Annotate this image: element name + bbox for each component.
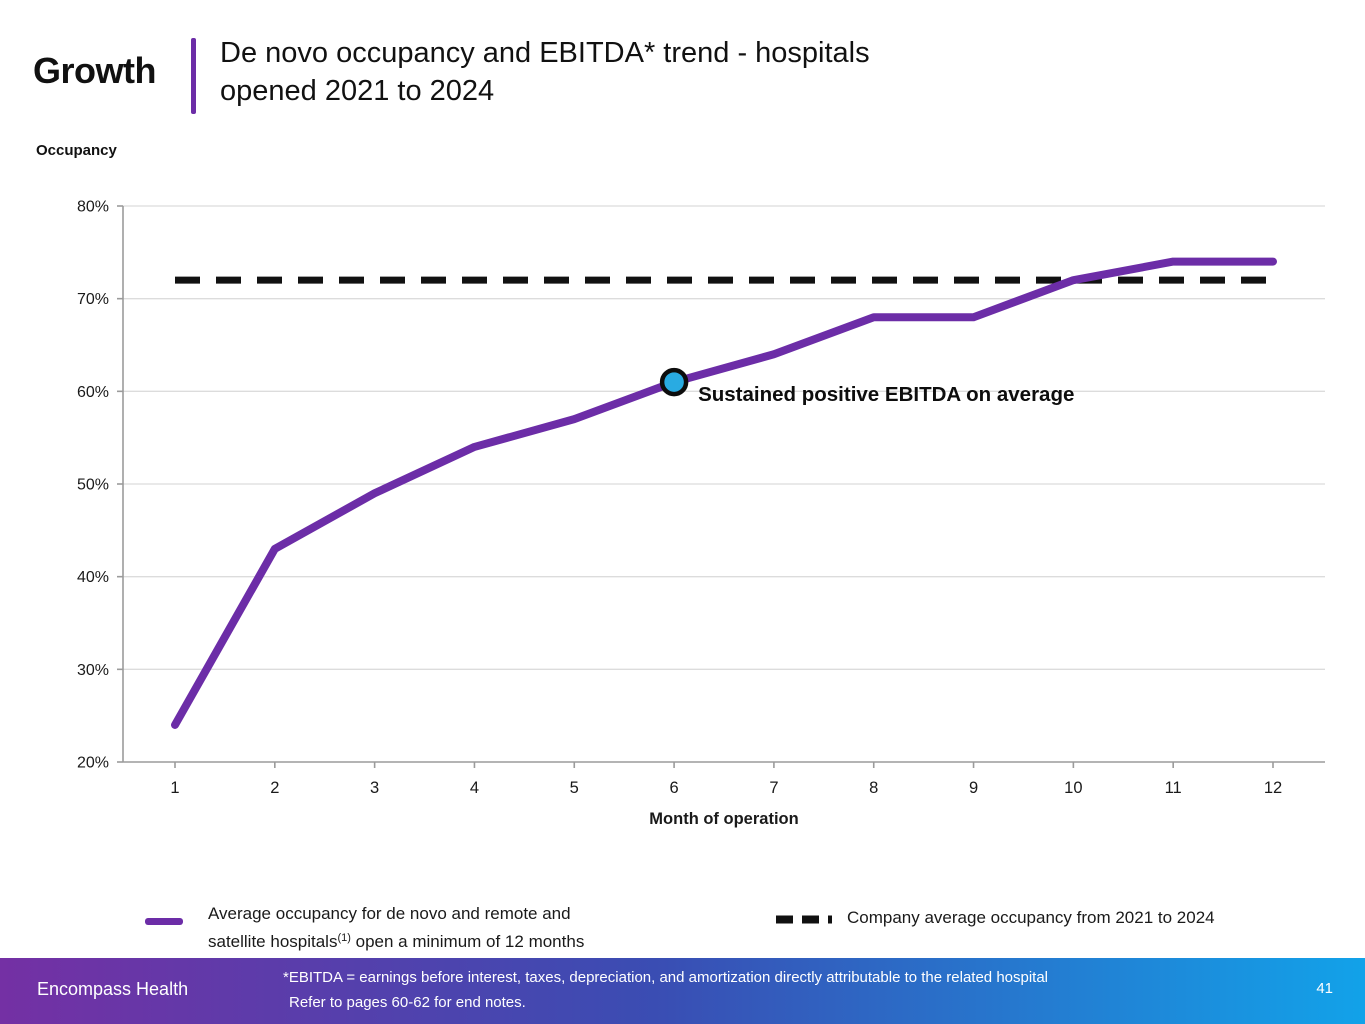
footnote: *EBITDA = earnings before interest, taxe… [283,965,1048,1015]
y-tick-label: 70% [77,291,109,308]
x-tick-label: 5 [570,779,579,797]
y-tick-label: 50% [77,477,109,494]
footnote-line2: Refer to pages 60-62 for end notes. [289,994,526,1011]
x-tick-label: 4 [470,779,479,797]
ebitda-annotation-label: Sustained positive EBITDA on average [698,383,1074,406]
y-tick-label: 20% [77,755,109,772]
footer-bar: Encompass Health *EBITDA = earnings befo… [0,958,1365,1024]
legend-label-line2-post: open a minimum of 12 months [350,932,585,951]
y-tick-label: 30% [77,662,109,679]
ebitda-marker [659,367,689,397]
occupancy-line-chart: 20%30%40%50%60%70%80%1 2 3 4 5 6 7 8 9 10 11 12Mont… [77,199,1325,828]
x-tick-label: 9 [969,779,978,797]
legend-label-de-novo: Average occupancy for de novo and remote… [208,901,584,954]
y-tick-label: 40% [77,569,109,586]
x-tick-label: 7 [769,779,778,797]
legend-item-de-novo: Average occupancy for de novo and remote… [145,901,584,954]
x-tick-label: 6 [669,779,678,797]
x-tick-label: 11 [1165,779,1182,797]
x-tick-label: 3 [370,779,379,797]
footnote-line1: *EBITDA = earnings before interest, taxe… [283,969,1049,986]
slide-title-line2: opened 2021 to 2024 [220,75,495,107]
x-tick-label: 10 [1064,779,1082,797]
company-logo-text: Encompass Health [37,979,189,999]
legend-item-company-average: Company average occupancy from 2021 to 2… [775,908,1215,928]
legend-footnote-superscript: (1) [337,932,351,944]
x-axis-title: Month of operation [649,810,798,828]
slide-title-line1: De novo occupancy and EBITDA* trend - ho… [220,37,870,69]
legend-swatch-solid-line [145,918,183,925]
y-tick-label: 80% [77,199,109,216]
legend-label-line2-pre: satellite hospitals [208,932,338,951]
legend-label-company-average: Company average occupancy from 2021 to 2… [847,908,1215,927]
section-kicker: Growth [33,50,156,91]
y-tick-label: 60% [77,384,109,401]
x-tick-label: 12 [1264,779,1282,797]
x-tick-label: 1 [170,779,179,797]
slide-title: De novo occupancy and EBITDA* trend - ho… [220,34,870,110]
x-tick-label: 2 [270,779,279,797]
legend-label-line1: Average occupancy for de novo and remote… [208,904,571,923]
legend-swatch-dashed-line [776,915,832,923]
x-tick-label: 8 [869,779,878,797]
page-number: 41 [1316,980,1333,997]
occupancy-line [171,257,1277,729]
y-axis-title: Occupancy [36,142,117,159]
kicker-divider [191,38,196,114]
